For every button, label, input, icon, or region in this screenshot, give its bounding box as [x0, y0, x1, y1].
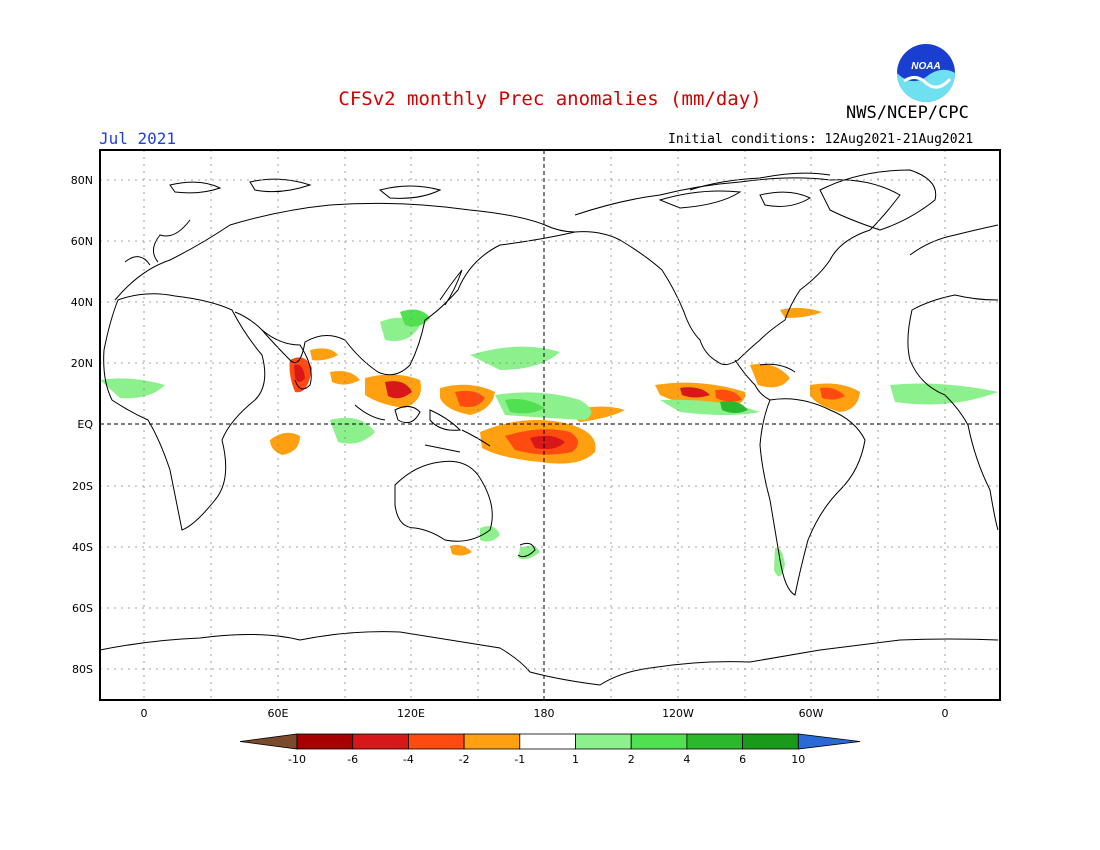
lon-label: 0: [141, 707, 148, 720]
lat-label: 40S: [72, 541, 93, 554]
coast-africa: [103, 293, 266, 531]
coast-europe: [114, 202, 576, 301]
coast-north-america: [574, 177, 901, 366]
colorbar-tick-label: 2: [628, 753, 635, 766]
colorbar-segment: [352, 733, 409, 750]
lat-labels: 80N 60N 40N 20N EQ 20S 40S 60S 80S: [71, 174, 94, 676]
lon-label: 60W: [799, 707, 824, 720]
colorbar-tick-label: 1: [572, 753, 579, 766]
lat-label: 20S: [72, 480, 93, 493]
lon-labels: 0 60E 120E 180 120W 60W 0: [141, 707, 949, 720]
plot-area: [99, 149, 1001, 701]
lon-label: 120E: [397, 707, 425, 720]
colorbar-tick-label: -2: [459, 753, 470, 766]
colorbar-segment: [575, 733, 632, 750]
map-frame: [99, 149, 1001, 701]
lon-label: 180: [534, 707, 555, 720]
colorbar-tick-label: -10: [288, 753, 306, 766]
colorbar-segment: [630, 733, 688, 750]
agency-label: NWS/NCEP/CPC: [846, 103, 969, 123]
colorbar-segment: [463, 733, 521, 750]
colorbar-tick-label: -4: [403, 753, 414, 766]
lon-label: 0: [942, 707, 949, 720]
coast-antarctica: [99, 631, 999, 686]
lat-label: 80N: [71, 174, 93, 187]
lat-label: 60S: [72, 602, 93, 615]
coast-south-america: [759, 398, 866, 596]
lat-label: 60N: [71, 235, 93, 248]
colorbar-arrow-high: [797, 733, 861, 750]
colorbar-segment: [296, 733, 354, 750]
colorbar-tick-label: 6: [739, 753, 746, 766]
colorbar-segment: [686, 733, 744, 750]
valid-month-label: Jul 2021: [99, 129, 177, 148]
lat-label: 20N: [71, 357, 93, 370]
colorbar-segment: [407, 733, 465, 750]
colorbar-tick-label: -1: [514, 753, 525, 766]
lat-label: 40N: [71, 296, 93, 309]
anomaly-fields: [100, 307, 998, 577]
colorbar-segment: [519, 733, 576, 750]
colorbar-segment: [742, 733, 799, 750]
graticule: [100, 150, 1000, 700]
colorbar-tick-label: -6: [347, 753, 358, 766]
map-title: CFSv2 monthly Prec anomalies (mm/day): [338, 88, 762, 110]
colorbar-tick-label: 10: [791, 753, 805, 766]
noaa-logo: NOAA: [897, 44, 955, 102]
colorbar: -10 -6 -4 -2 -1 1 2 4 6 10: [239, 733, 861, 766]
lat-label: 80S: [72, 663, 93, 676]
lon-label: 60E: [268, 707, 289, 720]
lat-label: EQ: [77, 418, 93, 431]
noaa-logo-text: NOAA: [911, 61, 940, 72]
colorbar-tick-label: 4: [683, 753, 690, 766]
lon-label: 120W: [662, 707, 694, 720]
coastlines: [99, 169, 999, 686]
anomaly-indianocean-deficit: [270, 432, 300, 455]
initial-conditions-label: Initial conditions: 12Aug2021-21Aug2021: [668, 132, 974, 147]
colorbar-arrow-low: [239, 733, 298, 750]
coast-greenland: [819, 169, 937, 231]
coast-australia: [394, 460, 493, 542]
